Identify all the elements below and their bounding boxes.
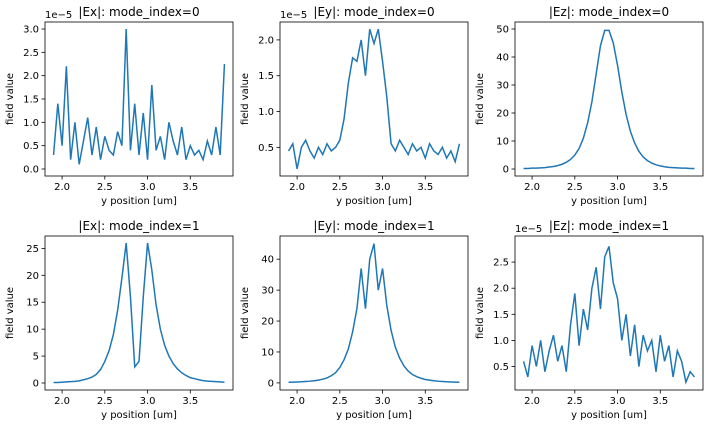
y-tick-label: 25	[26, 244, 39, 255]
y-tick-label: 3.0	[23, 25, 39, 36]
x-tick-label: 3.5	[652, 396, 668, 407]
subplot-title: |Ez|: mode_index=1	[549, 219, 669, 233]
data-line	[53, 242, 225, 384]
x-axis-label: y position [um]	[101, 196, 177, 207]
y-tick-label: 10	[496, 137, 509, 148]
y-tick-label: 10	[26, 325, 39, 336]
x-tick-label: 2.5	[567, 396, 583, 407]
data-line	[522, 246, 696, 385]
y-tick-label: 30	[496, 81, 509, 92]
y-tick-label: 2.5	[23, 48, 39, 59]
y-axis-label: field value	[5, 287, 16, 339]
axes-frame	[279, 235, 469, 391]
subplot: |Ez|: mode_index=1 1e−5 2.0 2.5 3.0 3.5 0.5 1.0…	[475, 219, 704, 421]
y-tick-label: 0.0	[23, 165, 39, 176]
subplot-title: |Ex|: mode_index=0	[78, 5, 199, 19]
y-tick-label: 10	[261, 347, 274, 358]
y-axis-label: field value	[475, 287, 486, 339]
subplot: |Ex|: mode_index=1 2.0 2.5 3.0 3.5 0 5 10 15 20 25…	[5, 219, 234, 421]
x-tick-label: 3.0	[610, 182, 626, 193]
y-tick-label: 0.5	[258, 143, 274, 154]
offset-text: 1e−5	[515, 224, 542, 235]
x-tick-label: 3.5	[182, 182, 198, 193]
y-axis-label: field value	[5, 73, 16, 125]
axes-frame	[44, 235, 234, 391]
x-tick-label: 3.5	[652, 182, 668, 193]
y-tick-label: 1.0	[258, 107, 274, 118]
axes-frame	[279, 21, 469, 177]
y-tick-label: 0	[268, 378, 274, 389]
y-tick-label: 1.5	[258, 71, 274, 82]
y-tick-label: 0	[33, 379, 39, 390]
x-axis-label: y position [um]	[336, 410, 412, 421]
data-line	[287, 28, 461, 169]
y-tick-label: 30	[261, 286, 274, 297]
x-tick-label: 2.0	[54, 182, 70, 193]
subplot-title: |Ey|: mode_index=1	[313, 219, 434, 233]
y-tick-label: 1.0	[23, 118, 39, 129]
x-tick-label: 3.5	[417, 182, 433, 193]
x-tick-label: 3.5	[417, 396, 433, 407]
y-tick-label: 20	[261, 317, 274, 328]
subplot: |Ex|: mode_index=0 1e−5 2.0 2.5 3.0 3.5 0.0 0.5…	[5, 5, 234, 207]
y-tick-label: 0.5	[23, 141, 39, 152]
x-tick-label: 2.0	[289, 182, 305, 193]
x-axis-label: y position [um]	[571, 196, 647, 207]
y-tick-label: 0	[503, 165, 509, 176]
data-line	[288, 243, 460, 384]
subplot-title: |Ez|: mode_index=0	[549, 5, 669, 19]
y-tick-label: 1.0	[493, 336, 509, 347]
data-line	[523, 29, 695, 170]
x-axis-label: y position [um]	[571, 410, 647, 421]
x-tick-label: 3.0	[375, 182, 391, 193]
x-tick-label: 2.0	[289, 396, 305, 407]
offset-text: 1e−5	[45, 10, 72, 21]
x-tick-label: 3.5	[182, 396, 198, 407]
y-tick-label: 2.5	[493, 258, 509, 269]
axes-frame	[514, 21, 704, 177]
axes-frame	[514, 235, 704, 391]
y-tick-label: 50	[496, 25, 509, 36]
x-tick-label: 2.5	[332, 396, 348, 407]
y-tick-label: 0.5	[493, 362, 509, 373]
y-tick-label: 40	[496, 53, 509, 64]
offset-text: 1e−5	[280, 10, 307, 21]
y-tick-label: 40	[261, 255, 274, 266]
x-axis-label: y position [um]	[336, 196, 412, 207]
y-tick-label: 2.0	[493, 284, 509, 295]
x-tick-label: 3.0	[375, 396, 391, 407]
axes-frame	[44, 21, 234, 177]
x-tick-label: 2.5	[97, 396, 113, 407]
y-tick-label: 5	[33, 352, 39, 363]
x-tick-label: 2.0	[54, 396, 70, 407]
data-line	[52, 28, 226, 165]
x-tick-label: 2.0	[524, 396, 540, 407]
x-tick-label: 3.0	[140, 182, 156, 193]
subplot: |Ey|: mode_index=0 1e−5 2.0 2.5 3.0 3.5 0.5 1.0…	[240, 5, 469, 207]
subplot-title: |Ey|: mode_index=0	[313, 5, 434, 19]
subplot-title: |Ex|: mode_index=1	[78, 219, 199, 233]
x-tick-label: 3.0	[610, 396, 626, 407]
y-axis-label: field value	[240, 287, 251, 339]
subplot: |Ey|: mode_index=1 2.0 2.5 3.0 3.5 0 10 20 30 40 y…	[240, 219, 469, 421]
x-tick-label: 2.0	[524, 182, 540, 193]
y-tick-label: 20	[496, 109, 509, 120]
y-tick-label: 15	[26, 298, 39, 309]
y-tick-label: 20	[26, 271, 39, 282]
y-tick-label: 1.5	[23, 95, 39, 106]
x-tick-label: 2.5	[332, 182, 348, 193]
subplot: |Ez|: mode_index=0 2.0 2.5 3.0 3.5 0 10 20 30 40 5…	[475, 5, 704, 207]
x-axis-label: y position [um]	[101, 410, 177, 421]
x-tick-label: 2.5	[97, 182, 113, 193]
y-tick-label: 2.0	[258, 35, 274, 46]
y-axis-label: field value	[475, 73, 486, 125]
x-tick-label: 3.0	[140, 396, 156, 407]
y-axis-label: field value	[240, 73, 251, 125]
x-tick-label: 2.5	[567, 182, 583, 193]
y-tick-label: 1.5	[493, 310, 509, 321]
y-tick-label: 2.0	[23, 71, 39, 82]
